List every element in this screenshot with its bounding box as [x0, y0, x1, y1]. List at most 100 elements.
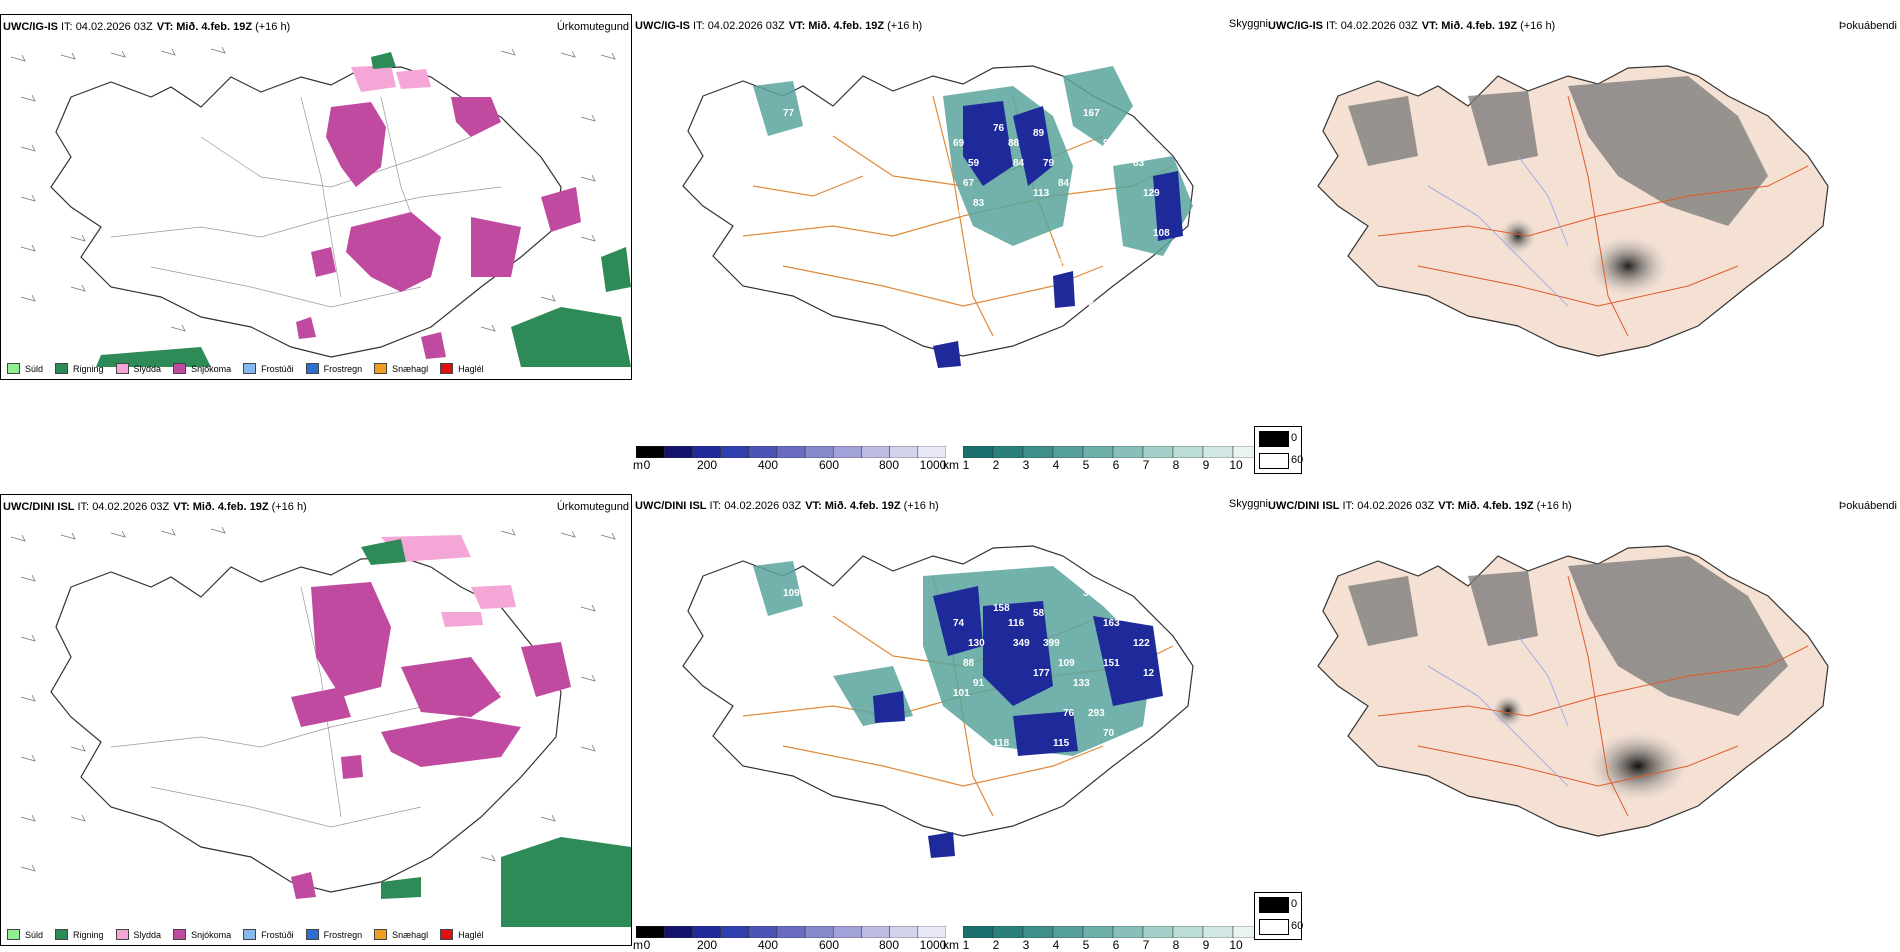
cloud-base-label: 113 [1033, 188, 1050, 199]
panel-header: UWC/IG-IS IT: 04.02.2026 03Z VT: Mið. 4.feb… [1268, 18, 1900, 34]
cloud-base-label: 83 [803, 138, 815, 149]
cloud-base-label: 306 [1083, 588, 1100, 599]
cloud-base-label: 167 [1083, 108, 1100, 119]
legend-label: Snæhagl [392, 363, 429, 374]
visibility-tick: 9 [1202, 458, 1210, 472]
model-name: UWC/DINI ISL [3, 501, 75, 513]
cloud-base-label: 122 [1133, 638, 1150, 649]
cloud-base-label: 27 [1053, 258, 1065, 269]
cloud-base-label: 69 [803, 618, 815, 629]
colorbar-segment [963, 446, 994, 458]
colorbar-segment [889, 926, 919, 938]
vt-value: Mið. 4.feb. 19Z [192, 501, 269, 513]
legend-label: Haglél [458, 363, 484, 374]
legend-swatch [7, 363, 20, 374]
vt-value: Mið. 4.feb. 19Z [824, 500, 901, 512]
legend-swatch [7, 929, 20, 940]
legend-item: Frostúði [243, 363, 294, 374]
vt-label: VT: [1421, 20, 1439, 32]
cloud-base-tick: 200 [696, 938, 718, 952]
cloud-base-label: 108 [1013, 308, 1030, 319]
cloud-base-label: 59 [968, 158, 980, 169]
fog-swatch [1259, 453, 1289, 469]
colorbar-segment [833, 926, 862, 938]
cloud-base-label: 151 [1103, 658, 1120, 669]
colorbar-segment [992, 446, 1024, 458]
cloud-base-label: 399 [1043, 638, 1060, 649]
cloud-base-label: 84 [1058, 178, 1070, 189]
colorbar-segment [992, 926, 1024, 938]
vt-label: VT: [788, 20, 806, 32]
cloud-base-label: 130 [1063, 228, 1080, 239]
visibility-tick: 5 [1082, 938, 1090, 952]
cloud-base-label: 69 [953, 138, 965, 149]
cloud-base-tick: 600 [818, 458, 840, 472]
it-label: IT: [77, 501, 90, 513]
colorbar-segment [748, 446, 778, 458]
panel-header: UWC/DINI ISL IT: 04.02.2026 03Z VT: Mið. 4.… [635, 498, 1270, 514]
cloud-base-tick: 400 [757, 938, 779, 952]
cloud-base-label: 293 [1088, 708, 1105, 719]
cloud-base-label: 95 [883, 248, 895, 259]
legend-label: Snæhagl [392, 929, 429, 940]
colorbar-segment [804, 446, 834, 458]
legend-swatch [374, 929, 388, 940]
panel-header: UWC/DINI ISL IT: 04.02.2026 03Z VT: Mið. 4.… [3, 499, 633, 515]
panel-title: Þokuábendi [1838, 500, 1897, 512]
cloud-base-label: 133 [1073, 678, 1090, 689]
precip-legend: Súld Rigning Slydda Snjókoma Frostúði Fr… [7, 363, 496, 374]
cloud-base-label: 83 [1133, 158, 1145, 169]
cloud-base-label: 116 [1008, 618, 1025, 629]
legend-swatch [305, 929, 319, 940]
colorbar-segment [1142, 446, 1174, 458]
colorbar-segment [833, 446, 862, 458]
colorbar-segment [1052, 926, 1084, 938]
panel-title: Úrkomutegund [556, 501, 629, 513]
colorbar-segment [720, 446, 749, 458]
fog-swatch [1259, 897, 1289, 913]
vt-value: Mið. 4.feb. 19Z [1457, 500, 1534, 512]
legend-swatch [115, 929, 129, 940]
panel-header: UWC/IG-IS IT: 04.02.2026 03Z VT: Mið. 4.feb… [635, 18, 1270, 34]
cloud-base-label: 130 [968, 638, 985, 649]
cloud-base-label: 105 [1153, 258, 1170, 269]
lead-time: (+16 h) [255, 21, 291, 33]
panel-title: Úrkomutegund [556, 21, 629, 33]
cloud-base-unit: m [633, 938, 643, 952]
visibility-tick: 8 [1172, 458, 1180, 472]
cloud-base-label: 58 [1033, 608, 1045, 619]
legend-label: Frostregn [323, 363, 363, 374]
visibility-tick: 1 [962, 458, 970, 472]
cloud-base-label: 98 [1103, 138, 1115, 149]
cloud-base-tick: 800 [878, 458, 900, 472]
model-name: UWC/DINI ISL [1268, 500, 1340, 512]
colorbar-segment [804, 926, 834, 938]
it-value: 04.02.2026 03Z [1340, 20, 1418, 32]
lead-time: (+16 h) [903, 500, 939, 512]
it-label: IT: [693, 20, 705, 32]
legend-label: Slydda [133, 363, 162, 374]
it-label: IT: [1326, 20, 1338, 32]
legend-label: Súld [25, 929, 44, 940]
cloud-base-label: 77 [783, 108, 795, 119]
legend-swatch [55, 363, 69, 374]
colorbar-segment [1142, 926, 1174, 938]
legend-label: Rigning [73, 363, 104, 374]
colorbar-segment [861, 446, 890, 458]
cloud-base-label: 147 [1063, 328, 1080, 339]
cloud-base-tick: 0 [643, 458, 651, 472]
precip-map [10, 46, 631, 367]
cloud-base-label: 88 [963, 658, 975, 669]
legend-item: Frostregn [305, 929, 362, 940]
cloud-base-label: 72 [1083, 298, 1095, 309]
legend-swatch [173, 929, 187, 940]
cloud-base-label: 107 [1088, 228, 1105, 239]
visibility-tick: 3 [1022, 458, 1030, 472]
precip-type-panel-top: UWC/IG-IS IT: 04.02.2026 03Z VT: Mið. 4.feb… [0, 14, 632, 380]
legend-item: Frostúði [243, 929, 294, 940]
panel-title: Þokuábendi [1838, 20, 1897, 32]
cloud-base-label: 67 [963, 178, 975, 189]
colorbar-segment [1022, 446, 1054, 458]
